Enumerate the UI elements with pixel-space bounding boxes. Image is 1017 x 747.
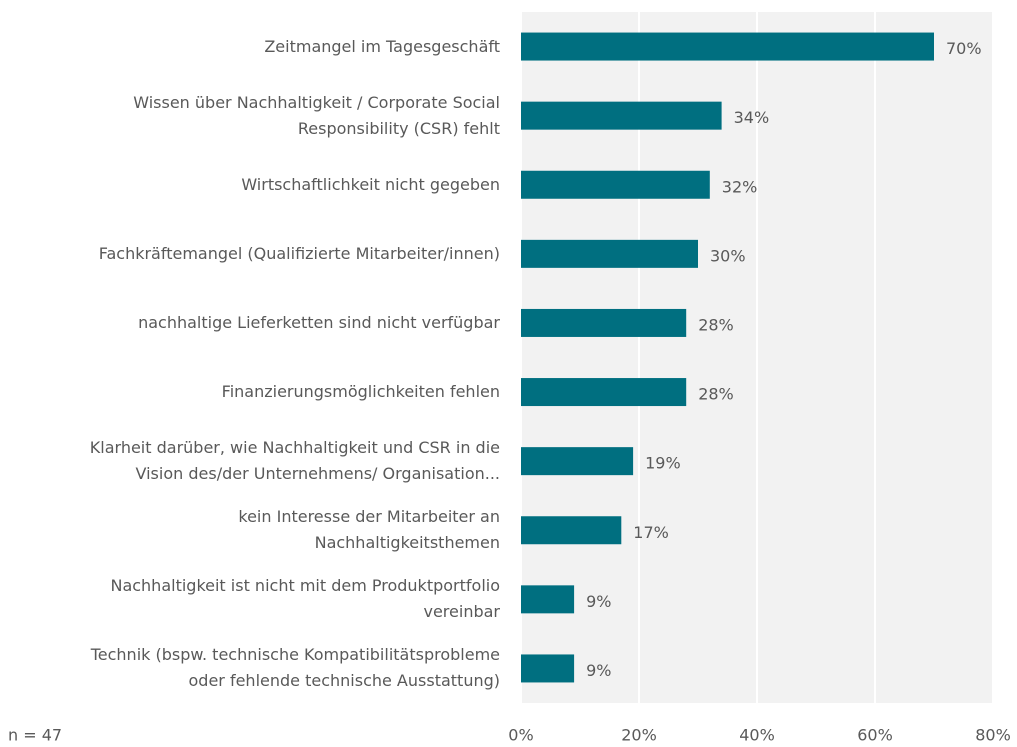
value-label: 70% (946, 39, 982, 58)
category-label: Wirtschaftlichkeit nicht gegeben (241, 174, 500, 194)
value-label: 30% (710, 246, 746, 265)
category-label: kein Interesse der Mitarbeiter an Nachha… (238, 507, 500, 553)
value-label: 28% (698, 315, 734, 334)
note: n = 47 (8, 726, 62, 745)
value-label: 28% (698, 385, 734, 404)
category-label: Finanzierungsmöglichkeiten fehlen (221, 382, 500, 402)
bar (521, 239, 698, 268)
bar (521, 32, 934, 61)
x-tick-label: 20% (621, 726, 657, 745)
bar (521, 654, 575, 683)
value-label: 32% (722, 177, 758, 196)
bar (521, 585, 575, 614)
category-label: Klarheit darüber, wie Nachhaltigkeit und… (89, 438, 500, 484)
x-tick-label: 80% (975, 726, 1011, 745)
x-tick-label: 60% (857, 726, 893, 745)
value-label: 19% (645, 454, 681, 473)
bar (521, 378, 687, 407)
category-label: Nachhaltigkeit ist nicht mit dem Produkt… (110, 576, 500, 622)
value-label: 9% (586, 592, 611, 611)
bar (521, 516, 622, 545)
bar (521, 170, 710, 199)
x-tick-label: 40% (739, 726, 775, 745)
x-tick-label: 0% (508, 726, 533, 745)
value-label: 34% (734, 108, 770, 127)
bar (521, 447, 634, 476)
value-label: 17% (633, 523, 669, 542)
category-label: Fachkräftemangel (Qualifizierte Mitarbei… (98, 243, 500, 263)
category-label: Technik (bspw. technische Kompatibilität… (90, 645, 500, 691)
category-label: Wissen über Nachhaltigkeit / Corporate S… (133, 92, 500, 138)
bar (521, 308, 687, 337)
value-label: 9% (586, 661, 611, 680)
bar (521, 101, 722, 130)
category-label: Zeitmangel im Tagesgeschäft (264, 36, 500, 56)
category-label: nachhaltige Lieferketten sind nicht verf… (138, 312, 500, 332)
